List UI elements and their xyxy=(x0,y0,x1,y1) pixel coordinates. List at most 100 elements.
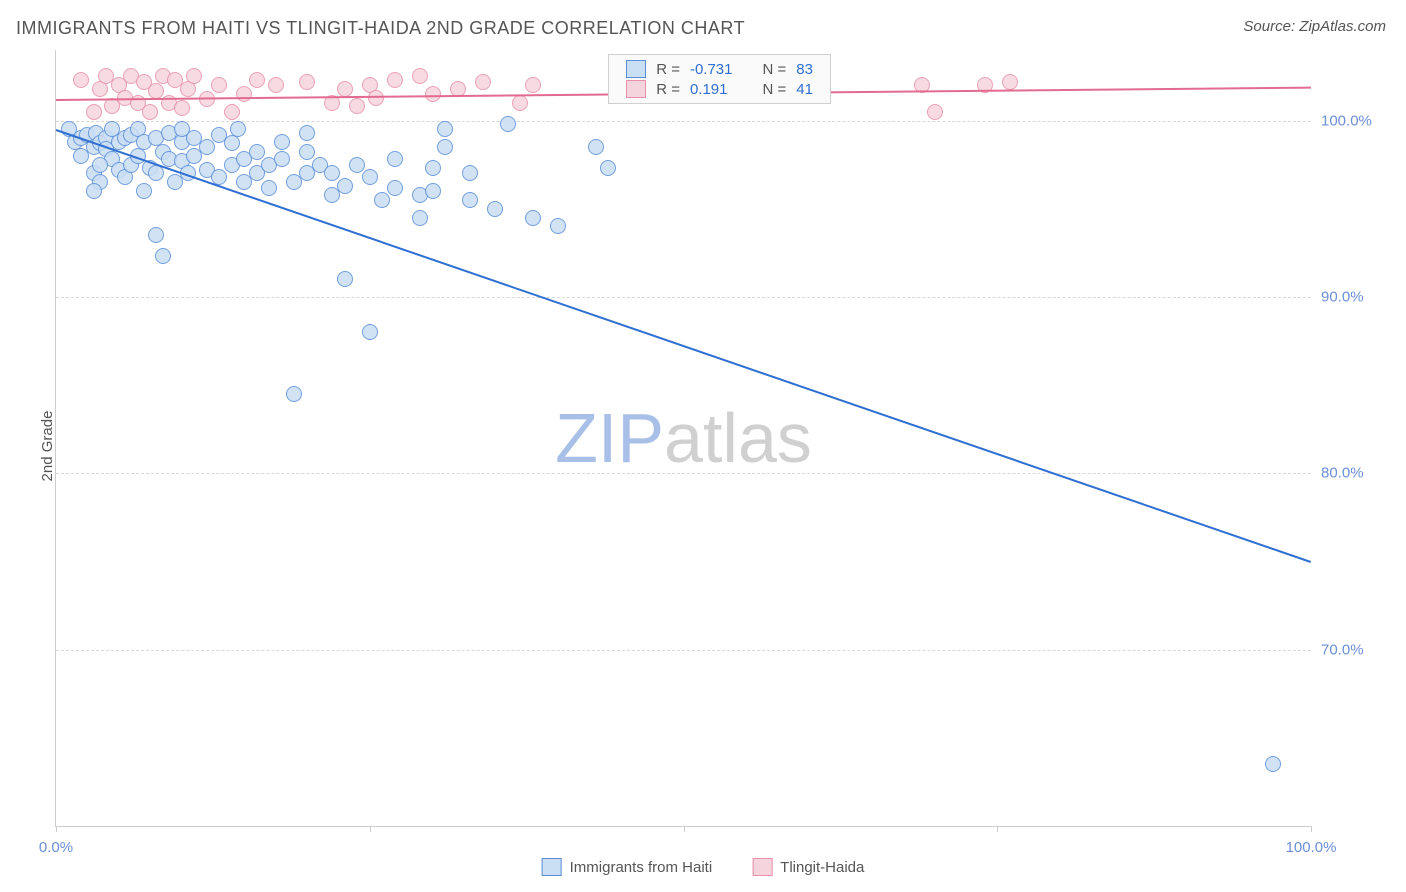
chart-title: IMMIGRANTS FROM HAITI VS TLINGIT-HAIDA 2… xyxy=(16,18,745,39)
legend-n-label: N = xyxy=(758,79,792,99)
y-tick-label: 80.0% xyxy=(1311,465,1401,482)
legend-swatch-tlingit xyxy=(626,80,646,98)
data-point-tlingit xyxy=(387,72,403,88)
legend-swatch-haiti xyxy=(542,858,562,876)
y-axis-title: 2nd Grade xyxy=(39,411,56,482)
bottom-legend: Immigrants from Haiti Tlingit-Haida xyxy=(542,858,865,876)
data-point-haiti xyxy=(425,183,441,199)
watermark-atlas: atlas xyxy=(664,399,812,477)
x-tick-label: 100.0% xyxy=(1286,839,1337,856)
data-point-haiti xyxy=(1265,756,1281,772)
legend-swatch-tlingit xyxy=(752,858,772,876)
data-point-haiti xyxy=(387,151,403,167)
gridline xyxy=(56,650,1311,651)
data-point-haiti xyxy=(299,144,315,160)
data-point-tlingit xyxy=(337,81,353,97)
data-point-haiti xyxy=(437,121,453,137)
data-point-haiti xyxy=(349,157,365,173)
data-point-haiti xyxy=(337,178,353,194)
data-point-haiti xyxy=(86,183,102,199)
data-point-haiti xyxy=(249,144,265,160)
gridline xyxy=(56,297,1311,298)
data-point-haiti xyxy=(274,134,290,150)
legend-r-value-tlingit: 0.191 xyxy=(685,79,738,99)
data-point-tlingit xyxy=(299,74,315,90)
data-point-haiti xyxy=(148,227,164,243)
data-point-tlingit xyxy=(412,68,428,84)
data-point-tlingit xyxy=(512,95,528,111)
data-point-haiti xyxy=(230,121,246,137)
gridline xyxy=(56,473,1311,474)
data-point-haiti xyxy=(274,151,290,167)
data-point-haiti xyxy=(337,271,353,287)
data-point-haiti xyxy=(261,180,277,196)
legend-n-label: N = xyxy=(758,59,792,79)
data-point-haiti xyxy=(224,135,240,151)
data-point-haiti xyxy=(324,165,340,181)
data-point-haiti xyxy=(600,160,616,176)
data-point-haiti xyxy=(500,116,516,132)
data-point-haiti xyxy=(462,192,478,208)
data-point-haiti xyxy=(136,183,152,199)
data-point-tlingit xyxy=(1002,74,1018,90)
data-point-tlingit xyxy=(142,104,158,120)
data-point-haiti xyxy=(387,180,403,196)
data-point-tlingit xyxy=(349,98,365,114)
legend-n-value-tlingit: 41 xyxy=(791,79,818,99)
legend-n-value-haiti: 83 xyxy=(791,59,818,79)
data-point-haiti xyxy=(550,218,566,234)
x-tick xyxy=(684,826,685,832)
legend-r-label: R = xyxy=(651,79,685,99)
data-point-haiti xyxy=(425,160,441,176)
data-point-haiti xyxy=(362,324,378,340)
source-prefix: Source: xyxy=(1243,18,1299,35)
y-tick-label: 90.0% xyxy=(1311,288,1401,305)
data-point-tlingit xyxy=(73,72,89,88)
legend-r-label: R = xyxy=(651,59,685,79)
data-point-haiti xyxy=(462,165,478,181)
x-tick xyxy=(370,826,371,832)
data-point-haiti xyxy=(412,210,428,226)
legend-item-tlingit: Tlingit-Haida xyxy=(752,858,864,876)
x-tick xyxy=(56,826,57,832)
y-tick-label: 100.0% xyxy=(1311,112,1401,129)
data-point-haiti xyxy=(92,157,108,173)
legend-swatch-haiti xyxy=(626,60,646,78)
data-point-haiti xyxy=(588,139,604,155)
data-point-haiti xyxy=(299,125,315,141)
data-point-tlingit xyxy=(186,68,202,84)
source-name: ZipAtlas.com xyxy=(1299,18,1386,35)
data-point-haiti xyxy=(487,201,503,217)
x-tick-label: 0.0% xyxy=(39,839,73,856)
data-point-tlingit xyxy=(927,104,943,120)
scatter-plot-area: ZIPatlas 70.0%80.0%90.0%100.0%0.0%100.0%… xyxy=(55,50,1311,827)
data-point-haiti xyxy=(437,139,453,155)
data-point-tlingit xyxy=(475,74,491,90)
data-point-tlingit xyxy=(268,77,284,93)
source-attribution: Source: ZipAtlas.com xyxy=(1243,18,1386,35)
y-tick-label: 70.0% xyxy=(1311,641,1401,658)
legend-item-haiti: Immigrants from Haiti xyxy=(542,858,713,876)
data-point-tlingit xyxy=(224,104,240,120)
data-point-haiti xyxy=(286,386,302,402)
correlation-legend: R =-0.731 N =83 R =0.191 N =41 xyxy=(608,54,831,104)
data-point-tlingit xyxy=(525,77,541,93)
legend-r-value-haiti: -0.731 xyxy=(685,59,738,79)
gridline xyxy=(56,121,1311,122)
data-point-tlingit xyxy=(148,83,164,99)
data-point-tlingit xyxy=(174,100,190,116)
data-point-haiti xyxy=(199,139,215,155)
data-point-haiti xyxy=(155,248,171,264)
data-point-tlingit xyxy=(249,72,265,88)
trend-line-haiti xyxy=(56,129,1312,563)
legend-label-tlingit: Tlingit-Haida xyxy=(780,859,864,876)
data-point-tlingit xyxy=(86,104,102,120)
data-point-haiti xyxy=(525,210,541,226)
data-point-tlingit xyxy=(236,86,252,102)
data-point-haiti xyxy=(374,192,390,208)
watermark-zip: ZIP xyxy=(555,399,664,477)
data-point-tlingit xyxy=(425,86,441,102)
x-tick xyxy=(997,826,998,832)
data-point-tlingit xyxy=(211,77,227,93)
data-point-haiti xyxy=(362,169,378,185)
